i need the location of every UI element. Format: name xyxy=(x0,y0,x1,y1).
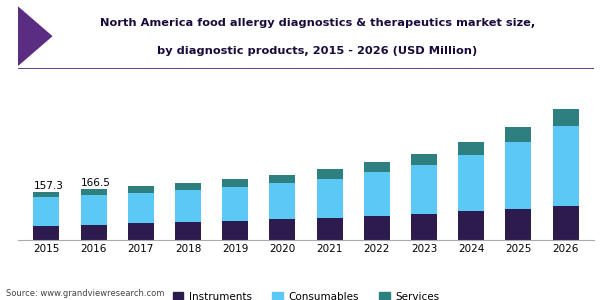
Text: 157.3: 157.3 xyxy=(34,181,64,191)
Bar xyxy=(364,216,390,240)
Bar xyxy=(80,194,107,225)
Bar xyxy=(80,189,107,194)
Bar xyxy=(269,219,295,240)
Bar xyxy=(128,186,154,193)
Bar xyxy=(458,212,484,240)
Bar xyxy=(317,218,343,240)
Text: 166.5: 166.5 xyxy=(81,178,110,188)
Bar xyxy=(269,175,295,183)
Bar xyxy=(505,142,532,208)
Text: North America food allergy diagnostics & therapeutics market size,: North America food allergy diagnostics &… xyxy=(100,18,535,28)
Bar xyxy=(34,226,59,240)
Polygon shape xyxy=(18,6,53,66)
Bar xyxy=(175,190,201,222)
Bar xyxy=(364,172,390,216)
Bar xyxy=(80,225,107,240)
Text: by diagnostic products, 2015 - 2026 (USD Million): by diagnostic products, 2015 - 2026 (USD… xyxy=(157,46,478,56)
Legend: Instruments, Consumables, Services: Instruments, Consumables, Services xyxy=(169,288,443,300)
Bar xyxy=(222,220,248,240)
Bar xyxy=(505,208,532,240)
Bar xyxy=(505,127,532,142)
Bar xyxy=(317,169,343,178)
Bar xyxy=(364,162,390,172)
Bar xyxy=(411,165,437,214)
Bar xyxy=(222,187,248,220)
Bar xyxy=(553,126,578,206)
Bar xyxy=(553,206,578,240)
Bar xyxy=(411,214,437,240)
Bar xyxy=(553,109,578,126)
Bar xyxy=(175,222,201,240)
Text: Source: www.grandviewresearch.com: Source: www.grandviewresearch.com xyxy=(6,290,164,298)
Bar xyxy=(317,178,343,218)
Bar xyxy=(34,192,59,197)
Bar xyxy=(411,154,437,165)
Bar xyxy=(269,183,295,219)
Bar xyxy=(222,179,248,187)
Bar xyxy=(458,154,484,212)
Bar xyxy=(128,224,154,240)
Bar xyxy=(34,197,59,226)
Bar xyxy=(175,183,201,190)
Bar xyxy=(458,142,484,154)
Bar xyxy=(128,193,154,224)
